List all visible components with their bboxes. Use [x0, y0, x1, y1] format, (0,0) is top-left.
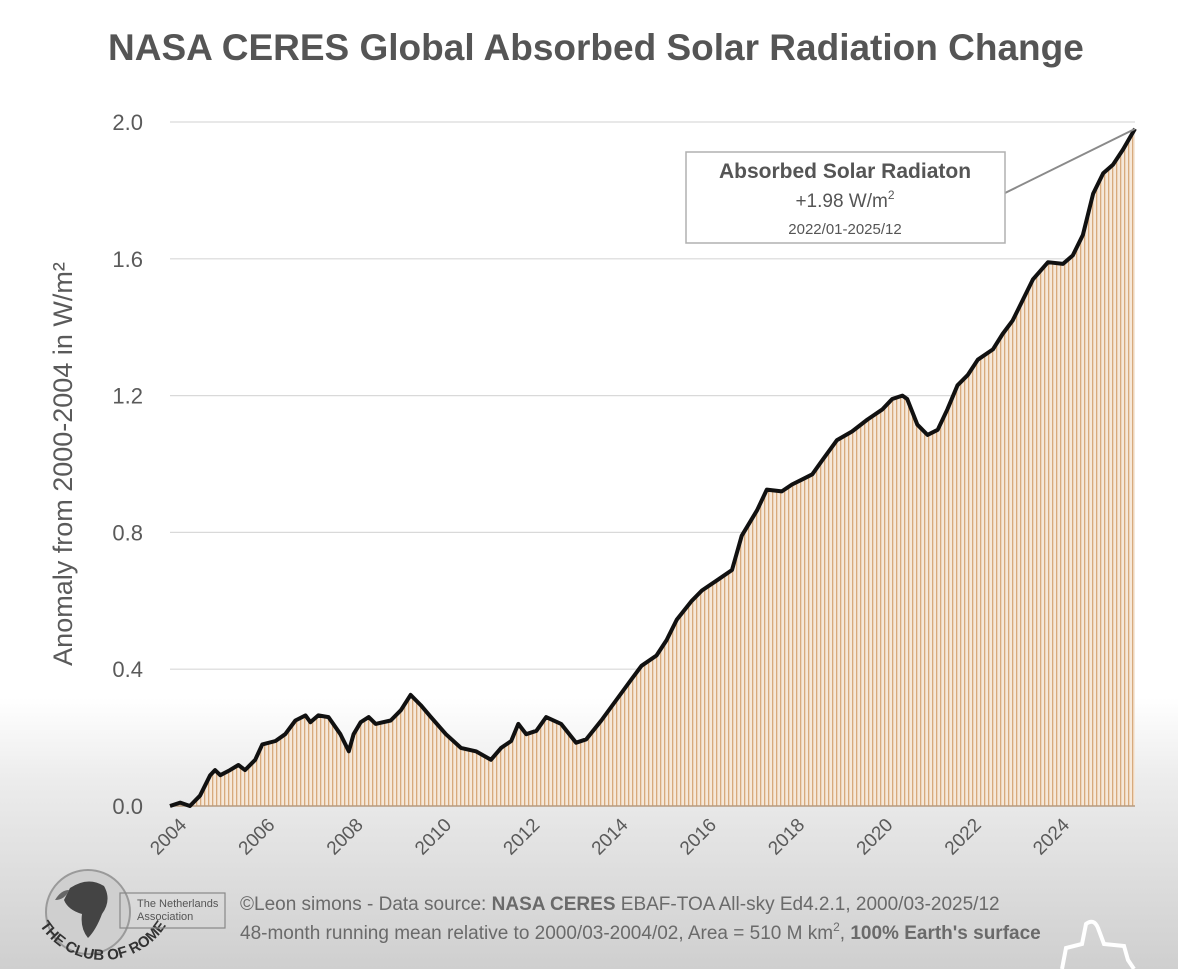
series-area [170, 128, 1135, 807]
y-tick-label: 2.0 [112, 110, 143, 135]
hand-cursor-icon [1060, 919, 1136, 969]
annotation-box: Absorbed Solar Radiaton +1.98 W/m2 2022/… [685, 151, 1006, 244]
footer-note: 48-month running mean relative to 2000/0… [240, 920, 1041, 944]
y-tick-label: 1.6 [112, 247, 143, 272]
annotation-value: +1.98 W/m2 [795, 188, 894, 212]
y-tick-label: 0.8 [112, 520, 143, 545]
y-axis-title: Anomaly from 2000-2004 in W/m² [48, 262, 78, 666]
series-line [169, 127, 1137, 808]
y-tick-label: 1.2 [112, 384, 143, 409]
logo-subtitle-2: Association [137, 911, 193, 923]
club-of-rome-logo: THE CLUB OF ROME The Netherlands Associa… [36, 869, 226, 964]
annotation-period: 2022/01-2025/12 [788, 221, 901, 238]
y-tick-label: 0.0 [112, 794, 143, 819]
footer-credit: ©Leon simons - Data source: NASA CERES E… [240, 894, 1000, 915]
logo-subtitle-1: The Netherlands [137, 898, 219, 910]
chart-title: NASA CERES Global Absorbed Solar Radiati… [108, 27, 1084, 68]
annotation-title: Absorbed Solar Radiaton [719, 160, 971, 183]
y-tick-label: 0.4 [112, 657, 143, 682]
annotation-leader-line [1004, 127, 1136, 194]
y-tick-labels: 0.0 0.4 0.8 1.2 1.6 2.0 [112, 110, 143, 819]
